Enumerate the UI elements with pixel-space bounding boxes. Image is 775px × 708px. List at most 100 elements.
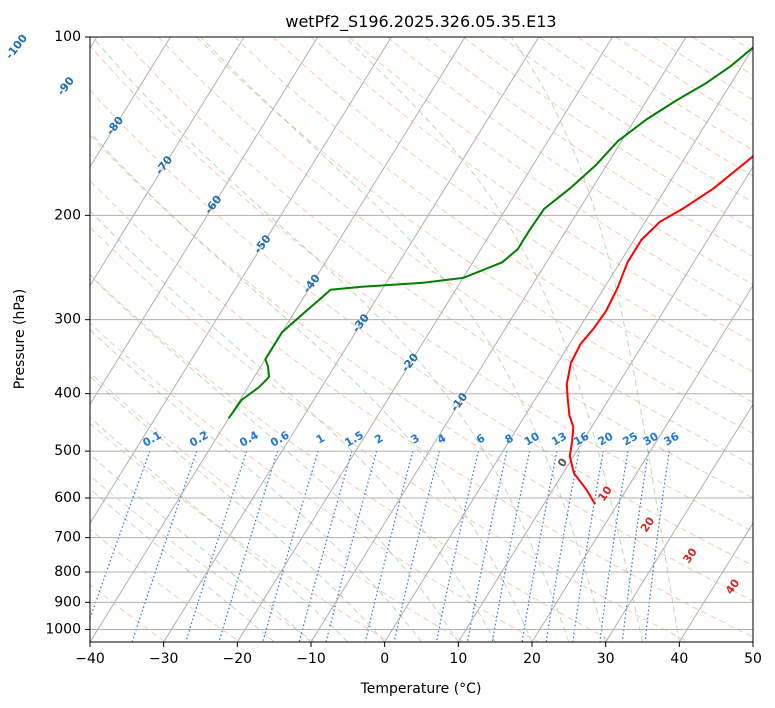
y-tick-label: 200 [54, 207, 81, 223]
moist-adiabat-line [90, 131, 533, 642]
isotherm-label: -30 [349, 311, 372, 335]
isotherm-line [531, 284, 753, 642]
moist-adiabat-label: 0 [555, 456, 570, 470]
isotherm-label: -100 [3, 32, 30, 62]
x-tick-label: 50 [744, 651, 762, 667]
mixing-ratio-line [599, 450, 629, 642]
mixing-ratio-line [621, 451, 650, 642]
isotherm-line [90, 37, 171, 168]
mixing-ratio-label: 25 [620, 430, 640, 449]
mixing-ratio-label: 2 [372, 432, 385, 447]
x-tick-label: −30 [149, 651, 179, 667]
moist-adiabat-line [90, 210, 496, 642]
chart-title: wetPf2_S196.2025.326.05.35.E13 [285, 12, 556, 32]
x-tick-label: 20 [523, 651, 541, 667]
dry-adiabat-line [90, 179, 753, 638]
mixing-ratio-label: 30 [641, 429, 661, 448]
dry-adiabat-line [310, 37, 753, 343]
isotherm-line [236, 37, 613, 642]
y-axis-label: Pressure (hPa) [12, 289, 28, 389]
moist-adiabat-line [510, 37, 680, 642]
dry-adiabat-line [769, 37, 775, 642]
y-tick-label: 100 [54, 29, 81, 45]
mixing-ratio-label: 13 [549, 430, 569, 449]
isotherm-label: -70 [153, 153, 176, 177]
mixing-ratio-line [435, 450, 479, 642]
isotherm-label: -20 [399, 351, 422, 375]
dry-adiabat-line [348, 37, 753, 314]
x-tick-label: −10 [296, 651, 326, 667]
mixing-ratio-line [90, 450, 151, 621]
moist-adiabat-label: 10 [595, 483, 615, 503]
dry-adiabat-line [158, 37, 753, 466]
isotherm-label: -60 [202, 193, 225, 217]
moist-adiabat-label: 30 [680, 545, 700, 565]
isotherm-line [90, 37, 245, 287]
mixing-ratio-line [185, 450, 248, 642]
mixing-ratio-line [466, 450, 508, 642]
moist-adiabat-line [92, 37, 570, 642]
mixing-ratio-line [491, 450, 531, 642]
y-tick-label: 800 [54, 564, 81, 580]
mixing-ratio-line [131, 450, 198, 642]
mixing-ratio-label: 0.4 [237, 428, 261, 449]
moist-adiabat-label: 40 [723, 576, 743, 596]
mixing-ratio-line [364, 450, 414, 642]
dry-adiabat-line [119, 37, 753, 499]
isotherm-line [310, 37, 687, 642]
dry-adiabat-line [90, 134, 753, 602]
mixing-ratio-label: 3 [409, 432, 422, 447]
dry-adiabat-line [501, 37, 753, 203]
mixing-ratio-label: 10 [522, 429, 542, 448]
isotherm-label: -90 [54, 74, 77, 98]
mixing-ratio-line [262, 450, 319, 642]
mixing-ratio-label: 6 [474, 431, 487, 446]
mixing-ratio-line [572, 450, 604, 642]
mixing-ratio-line [644, 451, 670, 642]
mixing-ratio-line [218, 450, 279, 642]
mixing-ratio-label: 4 [435, 431, 448, 446]
dry-adiabat-line [90, 475, 315, 642]
mixing-ratio-line [545, 450, 580, 642]
moist-adiabat-line [90, 375, 386, 642]
isotherm-line [752, 641, 753, 642]
isotherm-label: -80 [104, 114, 127, 138]
moist-adiabat-line [90, 488, 275, 642]
dry-adiabat-line [463, 37, 753, 230]
dry-adiabat-line [272, 37, 753, 373]
mixing-ratio-label: 0.2 [187, 429, 210, 450]
y-tick-label: 900 [54, 594, 81, 610]
isotherm-line [457, 165, 753, 642]
x-tick-label: 40 [670, 651, 688, 667]
pressure-grid [90, 37, 753, 630]
moist-adiabat-label: 20 [638, 514, 658, 534]
mixing-ratio-label: 36 [662, 429, 682, 448]
isotherm-line [90, 37, 392, 525]
line-labels: -100-90-80-70-60-50-40-30-20-100.1 0.2 0.4… [3, 32, 743, 597]
x-tick-label: −20 [223, 651, 253, 667]
mixing-ratio-line [325, 450, 378, 642]
y-axis: 100 200 300 400 500 600 700 800 900 1000 [45, 29, 90, 637]
mixing-ratio-label: 1 [314, 432, 327, 447]
y-tick-label: 700 [54, 530, 81, 546]
moist-adiabat-line [90, 328, 422, 642]
dewpoint-profile-line [227, 46, 753, 419]
dry-adiabat-line [90, 322, 540, 642]
moist-adiabat-line [90, 453, 312, 642]
x-tick-label: 30 [597, 651, 615, 667]
mixing-ratio-label: 0.6 [268, 428, 292, 449]
moist-adiabat-line [90, 416, 349, 642]
dry-adiabat-line [653, 37, 753, 101]
isotherm-label: -50 [251, 232, 274, 256]
x-tick-label: 0 [380, 651, 389, 667]
mixing-ratio-line [298, 450, 353, 642]
dry-adiabat-line [691, 37, 753, 76]
dry-adiabat-line [577, 37, 753, 151]
x-axis-label: Temperature (°C) [360, 681, 482, 697]
mixing-ratio-label: 0.1 [140, 429, 163, 450]
x-axis: −40 −30 −20 −10 0 10 20 30 40 50 [75, 642, 762, 667]
dry-adiabat-line [90, 422, 390, 642]
x-tick-label: 10 [449, 651, 467, 667]
y-tick-label: 500 [54, 443, 81, 459]
